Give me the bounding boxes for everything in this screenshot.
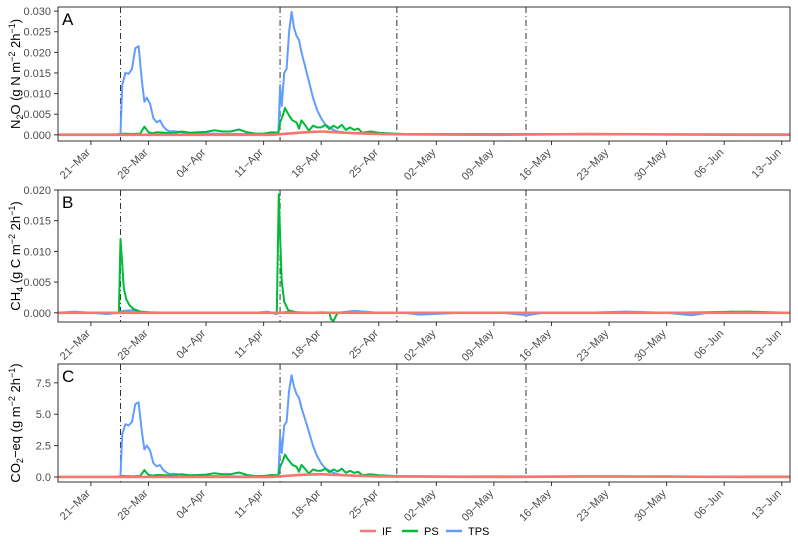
y-tick-label: 0.010: [23, 246, 51, 258]
y-axis-label: CO2−eq (g m−2 2h−1): [7, 363, 25, 482]
legend-entry-ps: PS: [402, 526, 439, 538]
panel-label: A: [62, 10, 74, 29]
panel-label: C: [62, 367, 74, 386]
y-tick-label: 7.5: [36, 378, 51, 390]
y-tick-label: 0.000: [23, 308, 51, 320]
series-line-if: [58, 130, 790, 137]
legend: IF PS TPS: [360, 526, 489, 538]
y-tick-label: 5.0: [36, 409, 51, 421]
legend-label-if: IF: [382, 526, 392, 538]
panel-label: B: [62, 193, 73, 212]
panel-border: [57, 363, 791, 483]
y-tick-label: 2.5: [36, 441, 51, 453]
y-tick-label: 0.005: [23, 277, 51, 289]
y-tick-label: 0.025: [23, 27, 51, 39]
panel-border: [57, 6, 791, 142]
y-tick-label: 0.000: [23, 130, 51, 142]
y-axis-label: N2O (g N m−2 2h−1): [7, 19, 25, 129]
y-tick-label: 0.005: [23, 109, 51, 121]
y-tick-label: 0.030: [23, 6, 51, 18]
legend-entry-if: IF: [360, 526, 392, 538]
y-tick-label: 0.020: [23, 47, 51, 59]
legend-label-tps: TPS: [468, 526, 489, 538]
y-tick-label: 0.015: [23, 68, 51, 80]
y-tick-label: 0.015: [23, 216, 51, 228]
legend-entry-tps: TPS: [446, 526, 489, 538]
series-line-ps: [58, 453, 790, 478]
panel-border: [57, 189, 791, 323]
series-line-if: [58, 472, 790, 479]
y-axis-label: CH4 (g C m−2 2h−1): [7, 201, 25, 310]
legend-label-ps: PS: [424, 526, 439, 538]
y-tick-label: 0.010: [23, 89, 51, 101]
y-tick-label: 0.0: [36, 472, 51, 484]
y-tick-label: 0.020: [23, 185, 51, 197]
series-line-ps: [58, 107, 790, 136]
